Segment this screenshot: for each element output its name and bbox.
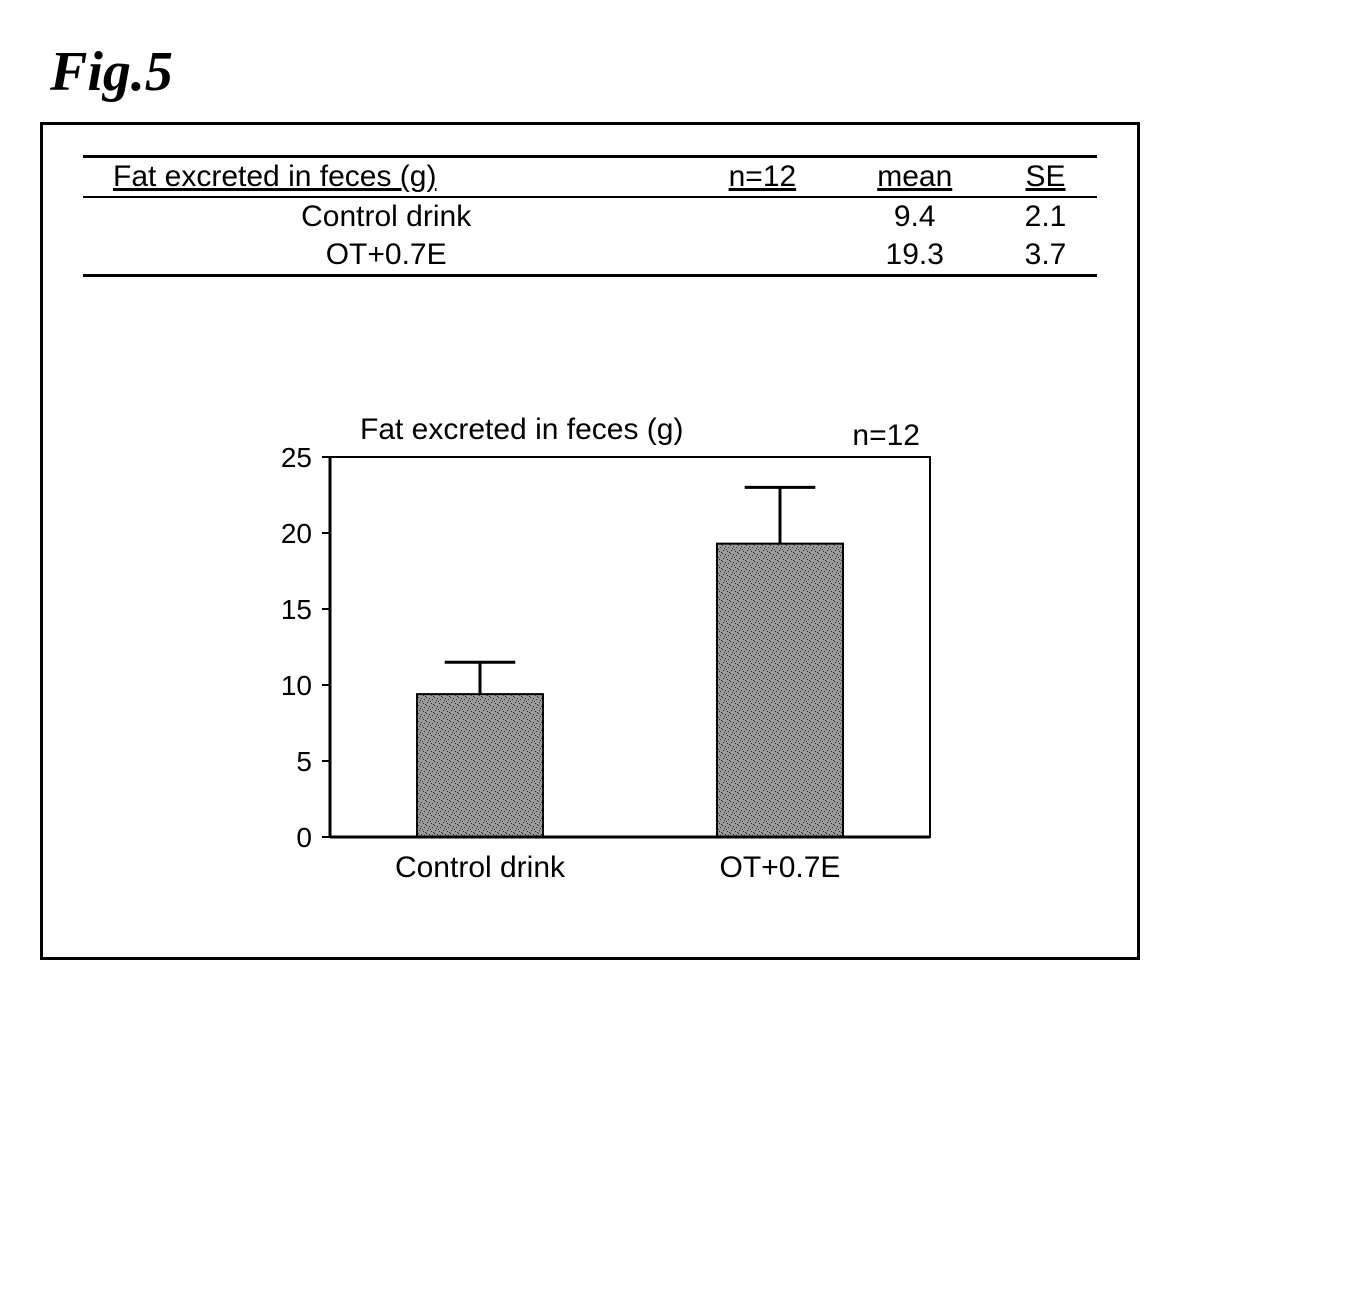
category-label: Control drink	[395, 851, 566, 884]
table-cell-mean: 9.4	[835, 197, 994, 236]
bar	[717, 544, 843, 837]
bar-chart-svg: 0 5 10 15 20 25 Control drink OT+0.7E Fat excret…	[210, 397, 970, 917]
chart-title: Fat excreted in feces (g)	[360, 413, 683, 446]
table-header-n: n=12	[689, 157, 835, 198]
table-row: OT+0.7E 19.3 3.7	[83, 236, 1097, 276]
y-tick-label: 10	[281, 670, 312, 701]
table-cell-label: OT+0.7E	[83, 236, 689, 276]
table-cell-mean: 19.3	[835, 236, 994, 276]
table-row: Control drink 9.4 2.1	[83, 197, 1097, 236]
summary-table: Fat excreted in feces (g) n=12 mean SE C…	[83, 155, 1097, 277]
y-tick-label: 20	[281, 518, 312, 549]
figure-label: Fig.5	[50, 40, 1330, 104]
y-tick-label: 0	[296, 822, 312, 853]
table-cell-se: 3.7	[994, 236, 1097, 276]
table-header-row: Fat excreted in feces (g) n=12 mean SE	[83, 157, 1097, 198]
figure-box: Fat excreted in feces (g) n=12 mean SE C…	[40, 122, 1140, 960]
bar	[417, 694, 543, 837]
table-cell-se: 2.1	[994, 197, 1097, 236]
y-tick-label: 15	[281, 594, 312, 625]
chart-n-label: n=12	[852, 419, 920, 452]
bar-chart: 0 5 10 15 20 25 Control drink OT+0.7E Fat excret…	[210, 397, 970, 917]
y-tick-label: 25	[281, 442, 312, 473]
table-cell-label: Control drink	[83, 197, 689, 236]
y-tick-label: 5	[296, 746, 312, 777]
table-header-se: SE	[994, 157, 1097, 198]
category-label: OT+0.7E	[720, 851, 841, 884]
table-header-title: Fat excreted in feces (g)	[83, 157, 689, 198]
table-header-mean: mean	[835, 157, 994, 198]
